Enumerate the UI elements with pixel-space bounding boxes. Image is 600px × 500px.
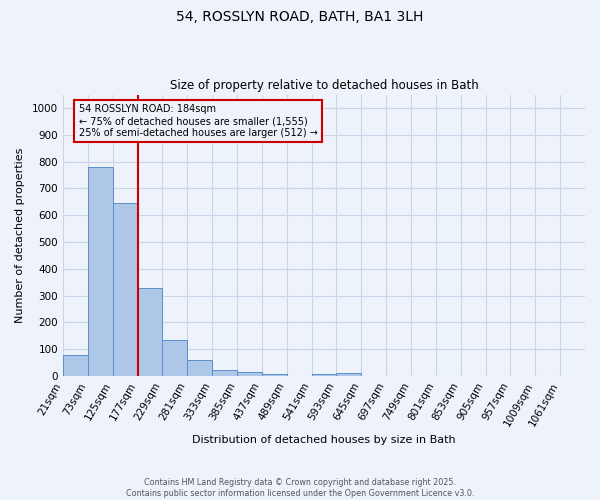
Y-axis label: Number of detached properties: Number of detached properties <box>15 148 25 323</box>
X-axis label: Distribution of detached houses by size in Bath: Distribution of detached houses by size … <box>192 435 456 445</box>
Bar <box>237 372 262 376</box>
Bar <box>88 167 113 376</box>
Bar <box>337 374 361 376</box>
Bar <box>212 370 237 376</box>
Bar <box>137 288 163 376</box>
Bar <box>262 374 287 376</box>
Text: 54 ROSSLYN ROAD: 184sqm
← 75% of detached houses are smaller (1,555)
25% of semi: 54 ROSSLYN ROAD: 184sqm ← 75% of detache… <box>79 104 317 138</box>
Bar <box>163 340 187 376</box>
Text: 54, ROSSLYN ROAD, BATH, BA1 3LH: 54, ROSSLYN ROAD, BATH, BA1 3LH <box>176 10 424 24</box>
Bar <box>63 354 88 376</box>
Bar <box>187 360 212 376</box>
Text: Contains HM Land Registry data © Crown copyright and database right 2025.
Contai: Contains HM Land Registry data © Crown c… <box>126 478 474 498</box>
Bar <box>311 374 337 376</box>
Title: Size of property relative to detached houses in Bath: Size of property relative to detached ho… <box>170 79 478 92</box>
Bar <box>113 203 137 376</box>
